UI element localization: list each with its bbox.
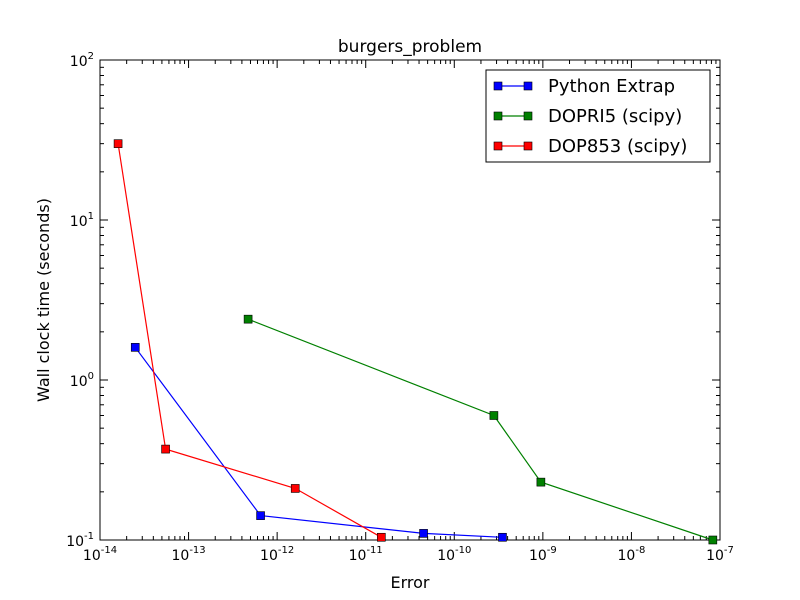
x-tick-label: 10-14 bbox=[83, 545, 117, 564]
legend-item: DOPRI5 (scipy) bbox=[493, 106, 682, 127]
series-1 bbox=[243, 314, 718, 545]
legend-marker bbox=[493, 81, 503, 91]
x-tick-label: 10-9 bbox=[529, 545, 557, 564]
data-point bbox=[419, 529, 428, 538]
y-axis-label: Wall clock time (seconds) bbox=[34, 198, 53, 402]
legend-label: DOPRI5 (scipy) bbox=[548, 106, 682, 127]
series-0 bbox=[130, 343, 507, 542]
x-tick-label: 10-8 bbox=[618, 545, 646, 564]
legend-item: Python Extrap bbox=[493, 76, 675, 97]
data-point bbox=[536, 477, 546, 487]
data-point bbox=[290, 484, 300, 493]
legend-marker bbox=[493, 141, 503, 151]
series-line bbox=[117, 143, 382, 538]
y-tick-label: 10-1 bbox=[66, 531, 94, 550]
data-point bbox=[708, 535, 718, 545]
data-point bbox=[243, 314, 253, 324]
data-point bbox=[161, 444, 170, 454]
y-tick-label: 100 bbox=[70, 371, 94, 390]
chart-title: burgers_problem bbox=[338, 37, 482, 57]
legend-marker bbox=[523, 111, 533, 121]
axes-frame bbox=[99, 59, 721, 541]
plot-area: 10-14 10-13 10-12 10-11 10-10 10-9 10-8 10-7 10-… bbox=[66, 51, 734, 564]
series-2 bbox=[113, 139, 386, 542]
data-point bbox=[130, 343, 140, 352]
legend-marker bbox=[523, 141, 533, 151]
legend-label: Python Extrap bbox=[548, 76, 675, 97]
data-point bbox=[498, 532, 507, 542]
y-tick-label: 101 bbox=[70, 211, 94, 230]
legend-marker bbox=[523, 81, 533, 91]
axis-ticks: 10-14 10-13 10-12 10-11 10-10 10-9 10-8 10-7 10-… bbox=[66, 51, 734, 564]
x-tick-label: 10-7 bbox=[706, 545, 734, 564]
x-tick-label: 10-11 bbox=[349, 545, 383, 564]
data-point bbox=[377, 532, 386, 542]
x-tick-label: 10-12 bbox=[260, 545, 294, 564]
legend: Python Extrap DOPRI5 (scipy) DOP853 (scipy… bbox=[485, 69, 711, 163]
data-point bbox=[256, 511, 265, 520]
x-axis-label: Error bbox=[391, 573, 430, 592]
y-tick-label: 102 bbox=[70, 51, 94, 70]
data-point bbox=[489, 411, 499, 420]
legend-label: DOP853 (scipy) bbox=[548, 136, 687, 157]
series-line bbox=[134, 346, 503, 538]
legend-marker bbox=[493, 111, 503, 121]
series-line bbox=[247, 318, 713, 541]
x-tick-label: 10-13 bbox=[171, 545, 205, 564]
x-tick-label: 10-10 bbox=[437, 545, 471, 564]
data-point bbox=[113, 139, 123, 148]
legend-item: DOP853 (scipy) bbox=[493, 136, 687, 157]
series-layer bbox=[113, 139, 718, 545]
